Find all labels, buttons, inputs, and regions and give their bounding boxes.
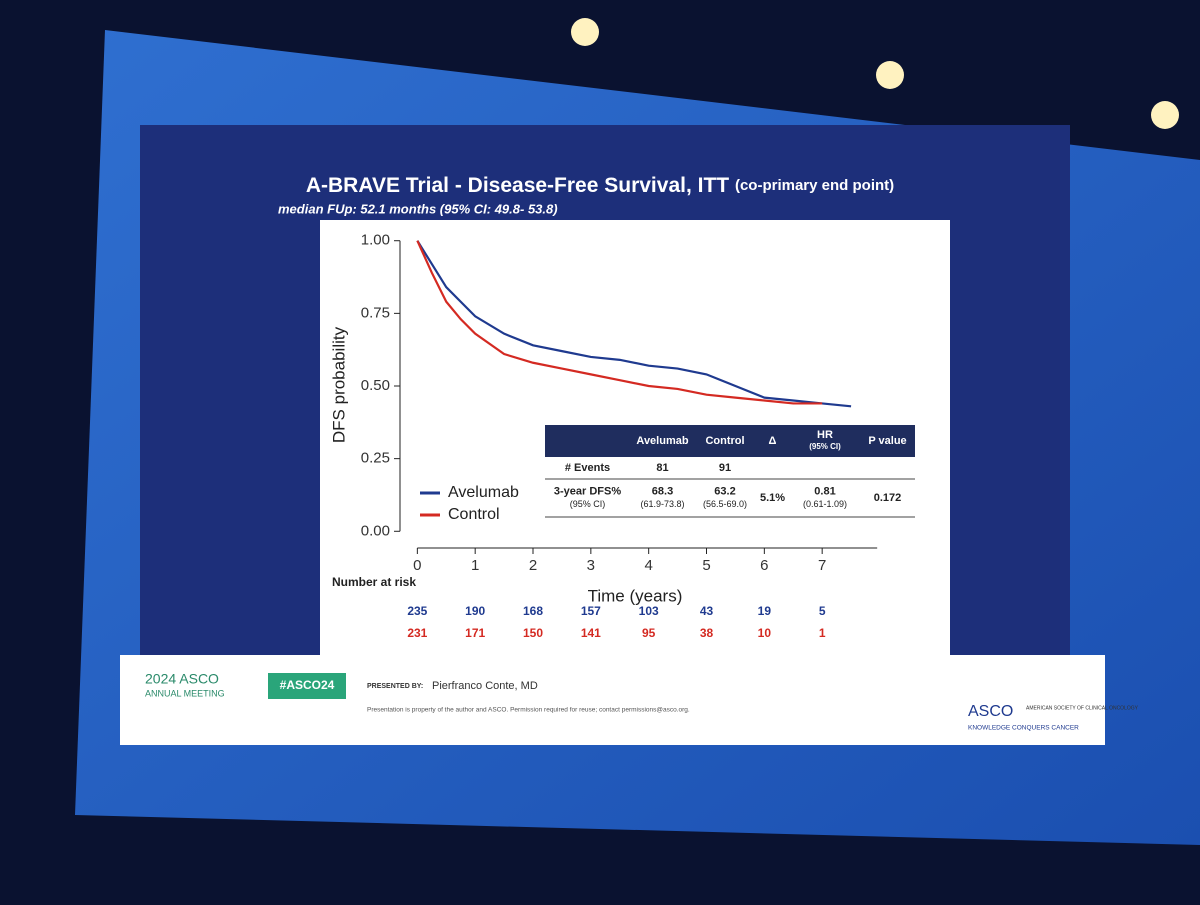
risk-count: 150 [523,626,543,640]
society-tagline: KNOWLEDGE CONQUERS CANCER [968,725,1079,732]
legend-label: Avelumab [448,484,519,501]
survival-curve [416,240,823,405]
table-cell: 63.2 [714,485,735,497]
x-tick-label: 0 [413,557,421,574]
table-cell: (56.5-69.0) [703,499,747,509]
meeting-year: 2024 ASCO [145,671,219,687]
y-tick-label: 0.00 [361,522,390,539]
risk-count: 95 [642,626,656,640]
table-cell: # Events [565,462,610,474]
risk-count: 19 [758,604,772,618]
table-header: P value [868,435,906,447]
x-tick-label: 7 [818,557,826,574]
y-axis-label: DFS probability [329,326,348,443]
risk-count: 38 [700,626,714,640]
risk-count: 5 [819,604,826,618]
y-tick-label: 0.50 [361,377,390,394]
presenter: Pierfranco Conte, MD [432,680,538,692]
risk-count: 157 [581,604,601,618]
table-header-bg [545,425,915,457]
stage-light [876,61,904,89]
hashtag-badge [268,673,346,699]
table-cell: 81 [656,462,668,474]
table-header: Avelumab [636,435,688,447]
chart-title: A-BRAVE Trial - Disease-Free Survival, I… [306,174,894,197]
legend-label: Control [448,506,500,523]
notice: Presentation is property of the author a… [367,707,690,714]
risk-count: 43 [700,604,714,618]
risk-table-title: Number at risk [332,575,416,589]
presented-by-label: PRESENTED BY: [367,683,423,690]
hashtag: #ASCO24 [280,678,335,692]
table-cell: 68.3 [652,485,673,497]
table-cell: (61.9-73.8) [640,499,684,509]
society-logo: ASCO [968,703,1013,720]
table-header: Control [705,435,744,447]
risk-count: 103 [639,604,659,618]
x-tick-label: 5 [702,557,710,574]
table-header: Δ [769,435,777,447]
risk-count: 168 [523,604,543,618]
x-tick-label: 4 [645,557,653,574]
table-header: (95% CI) [809,442,841,451]
risk-count: 190 [465,604,485,618]
x-tick-label: 2 [529,557,537,574]
society-name: AMERICAN SOCIETY OF CLINICAL ONCOLOGY [1026,705,1139,711]
y-tick-label: 0.25 [361,450,390,467]
stage-light [1151,101,1179,129]
table-cell: (0.61-1.09) [803,499,847,509]
table-cell: 0.172 [874,492,902,504]
title-main: A-BRAVE Trial - Disease-Free Survival, I… [306,174,729,197]
slide-footer [120,655,1105,745]
table-cell: (95% CI) [570,499,606,509]
survival-curve [416,240,852,408]
table-header: HR [817,429,833,441]
chart-subtitle: median FUp: 52.1 months (95% CI: 49.8- 5… [278,201,558,216]
x-tick-label: 1 [471,557,479,574]
x-tick-label: 6 [760,557,768,574]
risk-count: 1 [819,626,826,640]
risk-count: 10 [758,626,772,640]
meeting-name: ANNUAL MEETING [145,688,225,698]
risk-count: 171 [465,626,485,640]
risk-count: 141 [581,626,601,640]
x-axis-label: Time (years) [588,586,683,605]
table-cell: 3-year DFS% [554,485,621,497]
title-note: (co-primary end point) [735,177,894,194]
risk-count: 231 [407,626,427,640]
table-cell: 91 [719,462,731,474]
y-tick-label: 0.75 [361,304,390,321]
risk-count: 235 [407,604,427,618]
x-tick-label: 3 [587,557,595,574]
table-cell: 0.81 [814,485,835,497]
stage-light [571,18,599,46]
y-tick-label: 1.00 [361,232,390,249]
table-cell: 5.1% [760,492,785,504]
